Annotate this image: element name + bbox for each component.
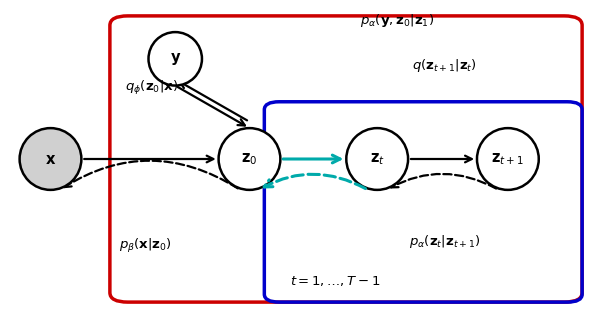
Text: $\mathbf{z}_t$: $\mathbf{z}_t$ [369, 151, 385, 167]
Text: $\mathbf{y}$: $\mathbf{y}$ [169, 51, 181, 67]
Text: $\mathbf{z}_{t+1}$: $\mathbf{z}_{t+1}$ [491, 151, 525, 167]
Ellipse shape [346, 128, 408, 190]
Text: $p_\beta(\mathbf{x}|\mathbf{z}_0)$: $p_\beta(\mathbf{x}|\mathbf{z}_0)$ [119, 237, 172, 255]
Text: $t=1,\ldots,T-1$: $t=1,\ldots,T-1$ [290, 274, 381, 288]
Text: $p_\alpha(\mathbf{y}, \mathbf{z}_0|\mathbf{z}_1)$: $p_\alpha(\mathbf{y}, \mathbf{z}_0|\math… [360, 12, 434, 29]
Text: $q_\phi(\mathbf{z}_0|\mathbf{x})$: $q_\phi(\mathbf{z}_0|\mathbf{x})$ [125, 79, 178, 97]
Ellipse shape [477, 128, 539, 190]
Text: $q(\mathbf{z}_{t+1}|\mathbf{z}_t)$: $q(\mathbf{z}_{t+1}|\mathbf{z}_t)$ [412, 57, 477, 74]
Text: $\mathbf{z}_0$: $\mathbf{z}_0$ [241, 151, 258, 167]
Ellipse shape [219, 128, 280, 190]
Ellipse shape [148, 32, 202, 86]
Text: $p_\alpha(\mathbf{z}_t|\mathbf{z}_{t+1})$: $p_\alpha(\mathbf{z}_t|\mathbf{z}_{t+1})… [409, 233, 480, 250]
Text: $\mathbf{x}$: $\mathbf{x}$ [45, 151, 56, 167]
Ellipse shape [20, 128, 81, 190]
